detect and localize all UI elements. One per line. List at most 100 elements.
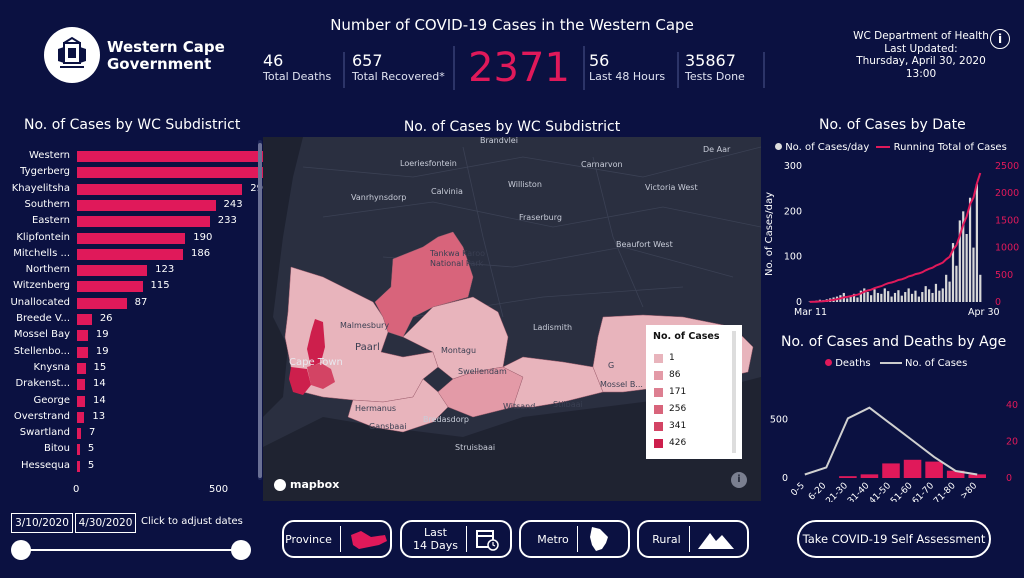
legend-item: 1 (654, 353, 675, 363)
bar[interactable] (77, 183, 243, 195)
scrollbar-thumb[interactable] (258, 143, 262, 478)
age-category-label: 0-5 (789, 481, 806, 498)
kpi-value: 56 (589, 51, 610, 70)
bar-value: 190 (193, 231, 213, 243)
last-updated-date: Thursday, April 30, 2020 (856, 55, 986, 67)
bar-label: Swartland (19, 427, 70, 439)
bar[interactable] (77, 199, 216, 211)
legend-label: 341 (669, 421, 687, 431)
bar-label: Western (28, 150, 70, 161)
date-slider-end-handle[interactable] (231, 540, 251, 560)
page-title: Number of COVID-19 Cases in the Western … (330, 16, 694, 34)
bar-label: Stellenbo... (13, 345, 70, 357)
legend-swatch (654, 387, 663, 397)
bar-value: 26 (99, 313, 113, 324)
daily-case-bar (962, 211, 965, 302)
bar-value: 243 (223, 198, 243, 210)
daily-case-bar (880, 293, 883, 302)
legend-label: 426 (669, 438, 687, 448)
bar[interactable] (77, 444, 80, 456)
mapbox-icon (274, 479, 286, 491)
map-attribution-icon[interactable]: i (731, 472, 747, 488)
bar[interactable] (77, 297, 127, 309)
bar-label: Unallocated (10, 296, 70, 308)
bar[interactable] (77, 167, 265, 179)
bar[interactable] (77, 232, 186, 244)
bar-label: Klipfontein (16, 231, 70, 243)
bar[interactable] (77, 248, 184, 260)
bar[interactable] (77, 216, 210, 228)
bar[interactable] (77, 151, 320, 162)
daily-case-bar (972, 247, 975, 302)
bar[interactable] (77, 411, 85, 423)
deaths-bar (860, 474, 879, 478)
kpi-total-deaths: 46 Total Deaths (257, 52, 345, 88)
map-label-hermanus: Hermanus (355, 404, 397, 413)
bar[interactable] (77, 428, 81, 440)
bar[interactable] (77, 265, 148, 277)
bar-value: 5 (87, 459, 95, 471)
bar-label: Witzenberg (13, 280, 70, 292)
metro-button[interactable]: Metro (519, 520, 630, 558)
bar-label: Knysna (33, 361, 71, 373)
bar-value: 123 (155, 264, 175, 276)
legend-dot-deaths (825, 359, 832, 366)
bar[interactable] (77, 362, 86, 374)
bar-label: Mossel Bay (13, 329, 70, 341)
last-14-days-button[interactable]: Last 14 Days (400, 520, 512, 558)
map-label-swellendam: Swellendam (458, 367, 507, 376)
legend-item: 341 (654, 421, 686, 431)
daily-case-bar (859, 290, 862, 302)
daily-case-bar (968, 197, 972, 302)
date-slider-start-handle[interactable] (11, 540, 31, 560)
self-assessment-button[interactable]: Take COVID-19 Self Assessment (797, 520, 991, 558)
daily-case-bar (921, 292, 924, 302)
legend-swatch (654, 438, 663, 448)
info-icon[interactable]: i (990, 29, 1010, 49)
map-panel[interactable]: No. of Cases by WC Subdistrict Brandvlei… (263, 117, 761, 501)
bar-value: 5 (87, 443, 95, 455)
date-slider-track[interactable] (20, 549, 242, 551)
map-label-george: G (608, 361, 615, 370)
age-category-label: 71-80 (932, 481, 958, 502)
bar-value: 19 (95, 329, 109, 341)
kpi-total-cases: 2371 (453, 46, 585, 90)
map-label-fraserburg: Fraserburg (519, 213, 562, 222)
right-tick-label: 40 (1006, 400, 1018, 411)
legend-label: 171 (669, 387, 687, 397)
legend-title: No. of Cases (653, 331, 720, 342)
province-button[interactable]: Province (282, 520, 392, 558)
right-tick-label: 2000 (995, 188, 1019, 199)
bar-label: Khayelitsha (11, 182, 70, 194)
start-date-input[interactable]: 3/10/2020 (11, 513, 73, 533)
legend-label-cases: No. of Cases (905, 358, 968, 369)
bar[interactable] (77, 314, 92, 325)
end-date-input[interactable]: 4/30/2020 (75, 513, 136, 533)
last-14-line1: Last (424, 526, 447, 539)
daily-case-bar (914, 290, 917, 302)
legend-scrollbar[interactable] (732, 331, 736, 453)
rural-button[interactable]: Rural (637, 520, 749, 558)
bar[interactable] (77, 281, 143, 293)
last-updated-time: 13:00 (905, 67, 937, 80)
bar[interactable] (77, 379, 85, 391)
bar[interactable] (77, 395, 85, 407)
map-label-montagu: Montagu (441, 346, 477, 355)
kpi-total-recovered: 657 Total Recovered* (346, 52, 452, 88)
left-tick-label: 500 (770, 414, 788, 425)
daily-case-bar (849, 296, 852, 302)
bar[interactable] (77, 330, 88, 342)
daily-case-bar (852, 293, 856, 302)
bar-value: 14 (92, 394, 106, 406)
daily-case-bar (876, 292, 880, 302)
map-label-brandvlei: Brandvlei (480, 136, 518, 145)
map-label-de-aar: De Aar (703, 145, 731, 154)
last-updated-label: Last Updated: (884, 42, 958, 55)
by-date-chart-title: No. of Cases by Date (819, 117, 966, 133)
bar[interactable] (77, 460, 80, 472)
map-title: No. of Cases by WC Subdistrict (263, 117, 761, 137)
right-tick-label: 2500 (995, 161, 1019, 172)
bar-value: 186 (191, 247, 211, 259)
map-label-witsand: Witsand (503, 402, 536, 411)
bar[interactable] (77, 346, 88, 358)
